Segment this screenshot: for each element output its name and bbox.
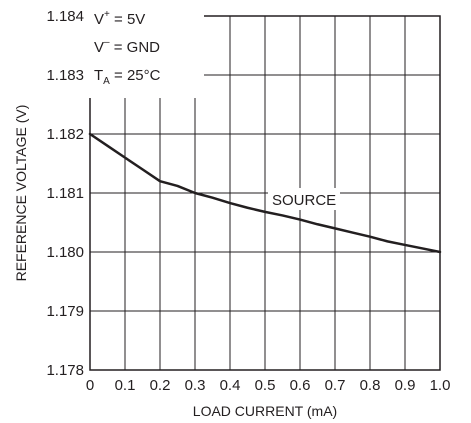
x-tick-label: 0: [86, 377, 94, 394]
y-tick-label: 1.178: [46, 362, 84, 379]
ta-annotation: TA = 25°C: [94, 67, 161, 87]
y-axis-label: REFERENCE VOLTAGE (V): [13, 105, 29, 282]
y-tick-label: 1.180: [46, 244, 84, 261]
y-tick-label: 1.182: [46, 126, 84, 143]
x-tick-label: 0.8: [360, 377, 381, 394]
grid: [89, 15, 441, 371]
conditions-box: V+ = 5V V– = GND TA = 25°C: [86, 6, 204, 98]
x-tick-label: 0.7: [325, 377, 346, 394]
y-tick-label: 1.184: [46, 8, 84, 25]
y-tick-label: 1.181: [46, 185, 84, 202]
x-tick-label: 0.6: [290, 377, 311, 394]
series-line-source: [88, 132, 442, 254]
curve-label-source: SOURCE: [272, 192, 336, 209]
y-tick-label: 1.179: [46, 303, 84, 320]
plot-frame: [89, 15, 441, 371]
series-layer: [88, 132, 442, 254]
x-tick-label: 1.0: [430, 377, 451, 394]
x-axis-label: LOAD CURRENT (mA): [193, 403, 337, 419]
x-tick-label: 0.2: [150, 377, 171, 394]
x-tick-label: 0.3: [185, 377, 206, 394]
tick-labels: 0 0.1 0.2 0.3 0.4 0.5 0.6 0.7 0.8 0.9 1.0 1.178 1.17…: [46, 8, 450, 394]
label-layer: SOURCE: [268, 188, 340, 210]
x-tick-label: 0.9: [395, 377, 416, 394]
y-tick-label: 1.183: [46, 67, 84, 84]
vminus-annotation: V– = GND: [94, 37, 160, 56]
x-tick-label: 0.1: [115, 377, 136, 394]
vplus-annotation: V+ = 5V: [94, 9, 145, 28]
x-tick-label: 0.5: [255, 377, 276, 394]
x-tick-label: 0.4: [220, 377, 241, 394]
